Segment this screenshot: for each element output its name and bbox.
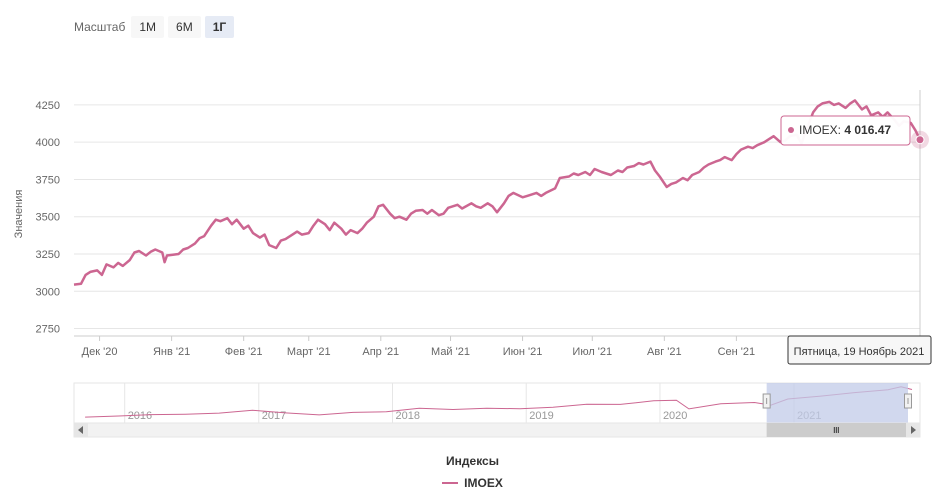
zoom-button-1m[interactable]: 1М [131,16,165,38]
grip-icon [833,427,839,433]
y-tick-label: 3750 [36,174,60,186]
x-tick-label: Июл '21 [572,346,612,358]
navigator-year-label: 2017 [262,410,286,422]
y-tick-label: 3250 [36,249,60,261]
tooltip-value: 4 016.47 [844,123,891,137]
tooltip: IMOEX: 4 016.47 [780,115,911,146]
navigator-handle-left[interactable] [762,393,771,409]
y-axis-labels: 2750 3000 3250 3500 3750 4000 4250 [36,100,60,336]
x-tick-label: Фев '21 [225,346,263,358]
date-label-text: Пятница, 19 Ноябрь 2021 [794,346,925,358]
navigator-year-label: 2019 [529,410,553,422]
x-tick-label: Май '21 [431,346,470,358]
zoom-button-1y[interactable]: 1Г [204,16,235,38]
x-tick-label: Янв '21 [153,346,190,358]
y-tick-label: 4250 [36,100,60,112]
x-tick-label: Авг '21 [647,346,682,358]
y-tick-label: 3500 [36,212,60,224]
scrollbar[interactable] [73,422,921,438]
y-grid [74,104,920,330]
x-tick-label: Апр '21 [362,346,399,358]
navigator-selection[interactable] [766,383,908,423]
legend: Индексы IMOEX [0,454,945,490]
tooltip-series-dot [788,127,794,133]
legend-title: Индексы [446,454,499,468]
zoom-button-6m[interactable]: 6М [168,16,201,38]
x-tick-label: Июн '21 [503,346,543,358]
x-tick-label: Дек '20 [82,346,118,358]
navigator-year-label: 2020 [663,410,687,422]
legend-line-icon [442,482,459,484]
arrow-left-icon [78,426,83,434]
legend-item-imoex[interactable]: IMOEX [442,476,503,490]
navigator-handle-right[interactable] [904,393,912,409]
arrow-right-icon [911,426,916,434]
zoom-toolbar: Масштаб 1М 6М 1Г [74,16,238,38]
y-axis-title: Значения [13,190,25,239]
y-tick-label: 2750 [36,324,60,336]
x-axis-labels: Дек '20 Янв '21 Фев '21 Март '21 Апр '21 Май … [82,336,755,358]
svg-text:IMOEX: 4 016.47: IMOEX: 4 016.47 [799,123,891,137]
navigator[interactable]: 201620172018201920202021 [73,382,921,424]
hover-point[interactable] [915,135,925,145]
tooltip-series-name: IMOEX [799,123,838,137]
zoom-label: Масштаб [74,20,126,34]
x-tick-label: Март '21 [287,346,331,358]
y-tick-label: 3000 [36,286,60,298]
x-tick-label: Сен '21 [718,346,756,358]
date-label: Пятница, 19 Ноябрь 2021 [787,335,932,365]
navigator-year-label: 2016 [128,410,152,422]
legend-item-label: IMOEX [464,476,503,490]
navigator-year-label: 2018 [396,410,420,422]
y-tick-label: 4000 [36,137,60,149]
